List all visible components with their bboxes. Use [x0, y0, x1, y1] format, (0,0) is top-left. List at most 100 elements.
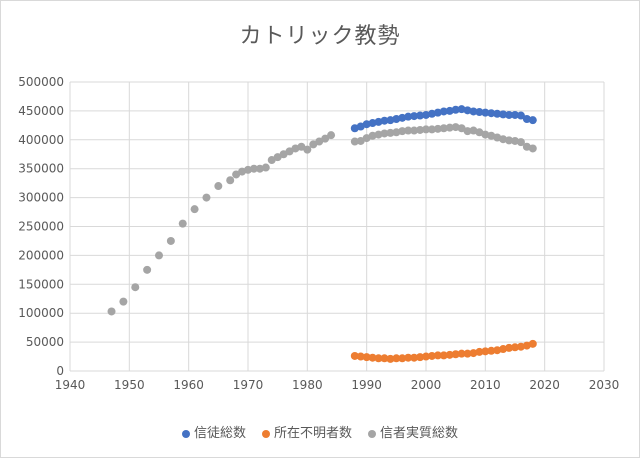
legend-item: 信徒総数	[181, 422, 246, 441]
series-2-point	[422, 352, 430, 361]
series-1-point	[516, 111, 525, 120]
series-3-point	[404, 126, 413, 135]
series-3-point	[422, 125, 430, 134]
series-1-point	[380, 116, 389, 125]
y-tick-label: 400000	[18, 133, 64, 147]
series-3-point	[273, 153, 282, 162]
legend-marker-icon	[368, 429, 376, 438]
legend-marker-icon	[261, 429, 270, 438]
series-3-point	[463, 127, 472, 136]
series-2-point	[416, 353, 425, 362]
series-2-point	[350, 351, 359, 360]
series-3-point	[445, 123, 454, 132]
series-3-point	[267, 156, 276, 165]
series-3-point	[433, 124, 442, 133]
series-1-point	[469, 107, 478, 116]
x-tick-label: 1940	[55, 378, 86, 392]
series-1-point	[386, 116, 395, 125]
series-1-point	[463, 106, 472, 115]
series-3-point	[297, 142, 306, 151]
legend-marker-icon	[181, 429, 190, 438]
series-1-point	[368, 119, 377, 128]
series-3-point	[427, 125, 436, 134]
series-3-point	[380, 129, 389, 138]
series-3-point	[166, 236, 175, 245]
series-3-point	[131, 283, 140, 292]
series-3-point	[309, 140, 318, 149]
series-2-point	[505, 343, 514, 352]
series-1-point	[404, 112, 413, 121]
x-tick-label: 1980	[292, 378, 323, 392]
series-2-point	[499, 345, 508, 354]
series-3-point	[327, 131, 336, 140]
series-3-point	[244, 165, 252, 174]
series-2-point	[398, 354, 407, 363]
series-3-point	[439, 124, 448, 133]
chart-title: カトリック教勢	[239, 24, 401, 49]
series-2-point	[451, 350, 460, 359]
x-tick-label: 1960	[173, 378, 204, 392]
series-3-point	[119, 297, 128, 306]
series-1-point	[451, 105, 460, 114]
series-1-point	[522, 114, 531, 123]
series-2-point	[439, 351, 448, 360]
series-3-point	[202, 193, 211, 202]
x-tick-label: 2020	[529, 378, 560, 392]
x-tick-label: 1970	[233, 378, 264, 392]
series-3-point	[155, 251, 163, 260]
series-3-point	[249, 164, 258, 173]
series-2-point	[457, 349, 466, 358]
series-1-point	[475, 108, 484, 117]
series-3-point	[315, 137, 324, 146]
series-1-point	[410, 112, 419, 121]
series-2-point	[511, 343, 519, 352]
series-1-point	[439, 107, 448, 116]
series-2-point	[392, 354, 401, 363]
series-2-point	[368, 353, 377, 362]
series-3-point	[190, 205, 199, 214]
series-3-point	[107, 307, 116, 316]
series-3-point	[511, 136, 519, 145]
series-3-point	[285, 147, 294, 156]
series-3-point	[516, 138, 525, 147]
series-2-point	[528, 339, 537, 348]
series-3-point	[392, 128, 401, 137]
series-1-point	[457, 105, 466, 114]
series-3-point	[398, 127, 407, 136]
legend-label: 信者実質総数	[380, 426, 459, 441]
series-1-point	[362, 120, 371, 129]
series-3-point	[374, 130, 383, 139]
series-2-point	[469, 349, 478, 358]
series-3-point	[279, 150, 288, 159]
series-1-point	[416, 111, 425, 120]
legend-label: 信徒総数	[193, 426, 246, 441]
series-3-point	[350, 137, 359, 146]
series-3-point	[416, 125, 425, 134]
series-1-point	[445, 106, 454, 115]
y-tick-label: 200000	[18, 248, 64, 262]
series-1-point	[493, 109, 502, 118]
series-1-point	[422, 110, 430, 119]
series-3-point	[499, 135, 508, 144]
series-3-point	[528, 144, 537, 153]
y-tick-label: 50000	[26, 335, 64, 349]
series-2-point	[463, 349, 472, 358]
series-2-point	[487, 346, 496, 355]
series-2-point	[475, 347, 484, 356]
series-2-point	[516, 342, 525, 351]
series-2-point	[404, 353, 413, 362]
series-2-point	[445, 350, 454, 359]
legend-label: 所在不明者数	[273, 426, 352, 441]
x-tick-label: 2010	[470, 378, 501, 392]
legend-item: 所在不明者数	[261, 422, 352, 441]
series-3-point	[451, 123, 460, 132]
y-tick-label: 450000	[18, 104, 64, 118]
y-tick-label: 100000	[18, 306, 64, 320]
series-3-point	[386, 128, 395, 137]
series-1-point	[487, 109, 496, 118]
series-2-point	[374, 354, 383, 363]
series-3-point	[356, 136, 365, 145]
y-tick-label: 0	[56, 364, 64, 378]
y-tick-label: 350000	[18, 162, 64, 176]
